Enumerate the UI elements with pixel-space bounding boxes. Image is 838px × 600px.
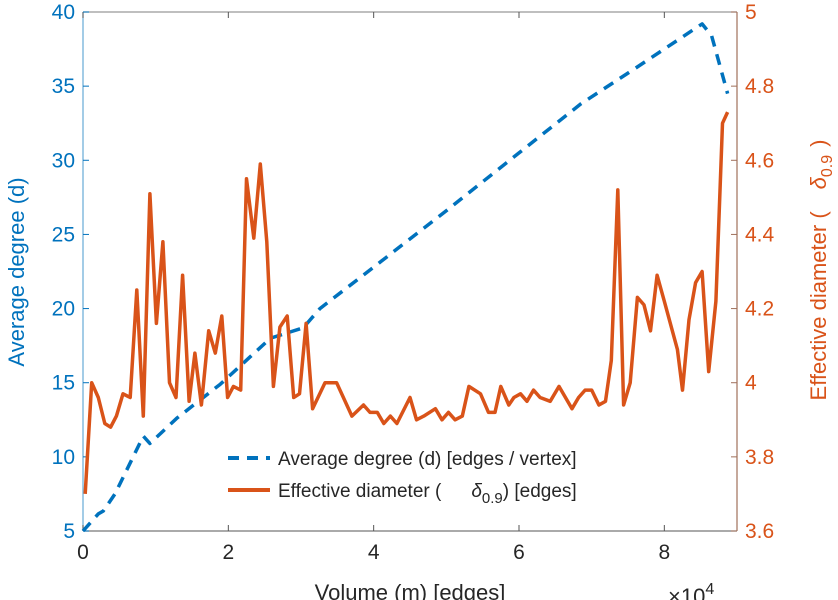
right-y-tick-label: 4: [745, 372, 757, 395]
right-y-tick-label: 4.8: [745, 75, 774, 98]
x-tick-label: 2: [222, 541, 234, 564]
left-y-tick-label: 25: [52, 223, 75, 246]
right-y-tick-label: 3.8: [745, 446, 774, 469]
right-y-tick-label: 4.2: [745, 298, 774, 321]
x-tick-label: 4: [368, 541, 380, 564]
left-y-tick-label: 30: [52, 149, 75, 172]
right-y-tick-label: 3.6: [745, 520, 774, 543]
left-y-tick-label: 15: [52, 372, 75, 395]
left-y-tick-label: 5: [63, 520, 75, 543]
left-y-tick-label: 20: [52, 298, 75, 321]
left-y-axis-label: Average degree (d): [4, 177, 29, 366]
left-y-tick-label: 40: [52, 1, 75, 24]
x-axis-label: Volume (m) [edges]: [315, 580, 506, 600]
legend-label-average-degree: Average degree (d) [edges / vertex]: [278, 449, 577, 470]
series-effective-diameter-line: [83, 111, 730, 495]
right-y-tick-label: 4.6: [745, 149, 774, 172]
axes: 0 2 4 6 8 5 10 15 20 25 30 35 40 3.6 3.8 4 4.2 4.4 4.6 4.8 5: [52, 1, 775, 564]
x-tick-label: 8: [658, 541, 670, 564]
right-y-axis-label: Effective diameter (δ0.9): [806, 140, 836, 401]
x-multiplier: ×104: [668, 581, 714, 600]
left-y-tick-label: 35: [52, 75, 75, 98]
legend-label-effective-diameter: Effective diameter (δ0.9) [edges]: [278, 481, 577, 507]
left-y-tick-label: 10: [52, 446, 75, 469]
axis-labels: Volume (m) [edges] ×104 Average degree (…: [4, 140, 836, 600]
right-y-tick-label: 4.4: [745, 223, 775, 246]
right-y-tick-label: 5: [745, 1, 757, 24]
x-tick-label: 6: [513, 541, 525, 564]
x-tick-label: 0: [77, 541, 89, 564]
legend: Average degree (d) [edges / vertex] Effe…: [228, 449, 577, 507]
series-lines: [81, 22, 730, 533]
